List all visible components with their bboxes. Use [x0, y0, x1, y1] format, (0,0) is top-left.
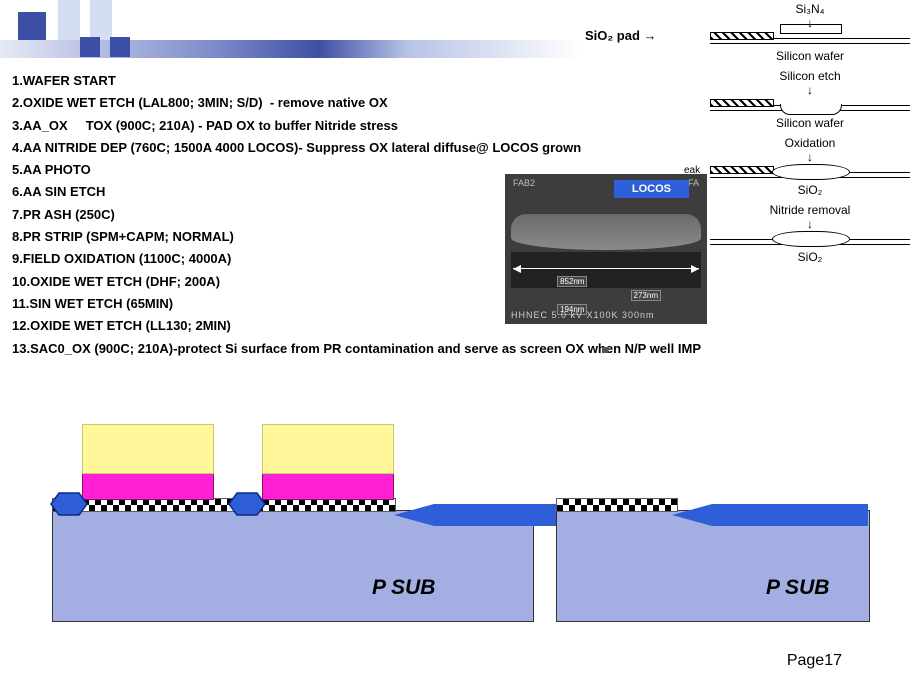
slide-root: 1.WAFER START 2.OXIDE WET ETCH (LAL800; 3… [0, 0, 920, 690]
substrate [52, 510, 534, 622]
deco-square [80, 37, 100, 57]
process-step: 3.AA_OX TOX (900C; 210A) - PAD OX to buf… [12, 119, 701, 133]
textbook-wafer: ↓ [710, 85, 910, 115]
locos-oxide [672, 504, 868, 526]
page-number: Page17 [787, 652, 842, 670]
textbook-wafer: ↓ [710, 219, 910, 249]
deco-square [110, 37, 130, 57]
sem-footer: HHNEC 5.0 kV X100K 300nm [511, 310, 655, 320]
down-arrow-icon: ↓ [807, 16, 813, 30]
sem-band [511, 214, 701, 250]
locos-oxide [394, 504, 580, 526]
substrate-label: P SUB [766, 576, 829, 600]
cross-section-left: P SUB [52, 452, 532, 632]
photoresist-layer [262, 424, 394, 474]
textbook-wafer: ↓eak [710, 152, 910, 182]
textbook-caption: SiO₂ [710, 250, 910, 264]
nitride-layer [262, 472, 394, 500]
sem-image: FAB2 FA LOCOS 852nm 273nm 194nm HHNEC 5.… [505, 174, 707, 324]
textbook-panel: Nitride removal↓ SiO₂ [710, 203, 910, 264]
bullet-icon [602, 347, 608, 353]
textbook-wafer: ↓ [710, 18, 910, 48]
sem-locos-tag: LOCOS [614, 180, 689, 198]
sem-meas2: 273nm [631, 290, 661, 301]
substrate-label: P SUB [372, 576, 435, 600]
nitride-layer [82, 472, 214, 500]
cross-section-right: P SUB [556, 452, 868, 632]
substrate [556, 510, 870, 622]
birds-beak-hexagon [228, 492, 266, 514]
down-arrow-icon: ↓ [807, 217, 813, 231]
pad-oxide-layer [52, 498, 396, 512]
sem-header-left: FAB2 [513, 178, 535, 188]
header-deco [0, 0, 580, 60]
pad-oxide-layer [556, 498, 678, 512]
photoresist-layer [82, 424, 214, 474]
textbook-panel: Oxidation ↓eakSiO₂ [710, 136, 910, 197]
process-step: 2.OXIDE WET ETCH (LAL800; 3MIN; S/D) - r… [12, 96, 701, 110]
sem-header-right: FA [688, 178, 699, 188]
textbook-top-label: Oxidation [710, 136, 910, 150]
deco-square [18, 12, 46, 40]
process-step: 1.WAFER START [12, 74, 701, 88]
textbook-panel: Si₃N₄↓Silicon wafer [710, 2, 910, 63]
down-arrow-icon: ↓ [807, 150, 813, 164]
textbook-caption: Silicon wafer [710, 116, 910, 130]
birds-beak-hexagon [50, 492, 88, 514]
textbook-diagram-column: Si₃N₄↓Silicon waferSilicon etch↓Silicon … [710, 2, 910, 270]
textbook-caption: Silicon wafer [710, 49, 910, 63]
textbook-top-label: Silicon etch [710, 69, 910, 83]
sio2-pad-label: SiO₂ pad → [585, 28, 657, 43]
process-step: 13.SAC0_OX (900C; 210A)-protect Si surfa… [12, 342, 701, 356]
sem-meas1: 852nm [557, 276, 587, 287]
textbook-top-label: Nitride removal [710, 203, 910, 217]
sem-arrow [513, 268, 699, 269]
process-step: 4.AA NITRIDE DEP (760C; 1500A 4000 LOCOS… [12, 141, 701, 155]
textbook-caption: SiO₂ [710, 183, 910, 197]
down-arrow-icon: ↓ [807, 83, 813, 97]
textbook-panel: Silicon etch↓ Silicon wafer [710, 69, 910, 130]
